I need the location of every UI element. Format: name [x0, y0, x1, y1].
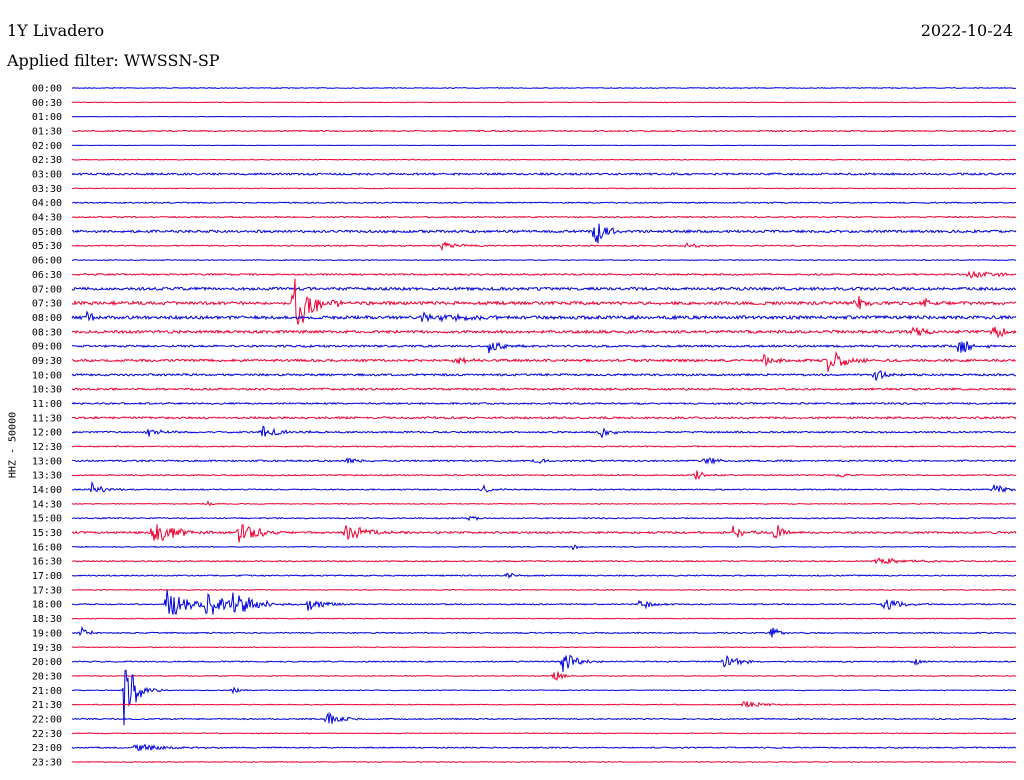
- trace-line: [71, 415, 1017, 420]
- time-tick-label: 19:30: [32, 643, 62, 654]
- trace-line: [71, 445, 1017, 448]
- trace-line: [71, 457, 1016, 465]
- time-tick-label: 15:30: [32, 528, 62, 539]
- time-tick-label: 16:30: [32, 557, 62, 568]
- trace-line: [71, 286, 1017, 292]
- trace-line: [71, 201, 1016, 205]
- time-tick-label: 18:00: [32, 600, 62, 611]
- time-tick-label: 23:00: [32, 743, 62, 754]
- time-tick-label: 06:30: [32, 270, 62, 281]
- trace-line: [71, 617, 1017, 620]
- trace-line: [71, 215, 1016, 219]
- time-tick-label: 18:30: [32, 614, 62, 625]
- trace-line: [71, 158, 1017, 161]
- time-tick-label: 03:00: [32, 170, 62, 181]
- time-tick-label: 11:00: [32, 399, 62, 410]
- time-tick-label: 12:00: [32, 428, 62, 439]
- time-tick-label: 16:00: [32, 542, 62, 553]
- time-tick-label: 15:00: [32, 514, 62, 525]
- time-tick-label: 10:30: [32, 385, 62, 396]
- trace-line: [71, 671, 1017, 681]
- time-tick-label: 07:30: [32, 299, 62, 310]
- trace-line: [71, 259, 1017, 262]
- time-tick-label: 23:30: [32, 757, 62, 768]
- trace-line: [71, 669, 1016, 726]
- time-tick-label: 00:30: [32, 98, 62, 109]
- time-tick-label: 02:00: [32, 141, 62, 152]
- time-tick-label: 22:00: [32, 714, 62, 725]
- time-tick-label: 14:00: [32, 485, 62, 496]
- time-tick-label: 00:00: [32, 84, 62, 95]
- trace-line: [71, 700, 1017, 708]
- trace-line: [71, 557, 1017, 565]
- trace-line: [71, 732, 1017, 735]
- trace-line: [71, 241, 1017, 252]
- trace-line: [71, 187, 1017, 190]
- time-tick-label: 07:00: [32, 284, 62, 295]
- time-tick-label: 21:30: [32, 700, 62, 711]
- time-tick-label: 12:30: [32, 442, 62, 453]
- station-title: 1Y Livadero: [7, 21, 105, 40]
- trace-line: [71, 625, 1017, 638]
- time-tick-label: 09:00: [32, 342, 62, 353]
- trace-line: [71, 370, 1016, 381]
- time-tick-label: 21:00: [32, 686, 62, 697]
- time-tick-label: 08:30: [32, 327, 62, 338]
- time-tick-label: 20:30: [32, 671, 62, 682]
- time-tick-label: 04:30: [32, 213, 62, 224]
- trace-line: [71, 743, 1016, 752]
- time-tick-label: 06:00: [32, 256, 62, 267]
- trace-line: [71, 129, 1017, 133]
- time-tick-label: 13:00: [32, 456, 62, 467]
- time-tick-label: 11:30: [32, 413, 62, 424]
- trace-line: [71, 387, 1016, 392]
- trace-line: [71, 760, 1017, 764]
- filter-label: Applied filter: WWSSN-SP: [7, 51, 220, 70]
- time-tick-label: 04:00: [32, 198, 62, 209]
- trace-line: [71, 172, 1017, 176]
- time-tick-label: 05:00: [32, 227, 62, 238]
- trace-line: [71, 589, 1017, 616]
- time-tick-label: 03:30: [32, 184, 62, 195]
- trace-line: [71, 223, 1017, 244]
- time-tick-label: 08:00: [32, 313, 62, 324]
- trace-line: [71, 350, 1017, 372]
- trace-line: [71, 500, 1017, 507]
- date-label: 2022-10-24: [920, 21, 1013, 40]
- time-tick-label: 17:30: [32, 585, 62, 596]
- trace-line: [71, 425, 1017, 439]
- time-tick-label: 01:30: [32, 127, 62, 138]
- time-tick-label: 19:00: [32, 628, 62, 639]
- time-tick-label: 13:30: [32, 471, 62, 482]
- trace-line: [71, 341, 1017, 354]
- trace-line: [71, 654, 1017, 673]
- trace-line: [71, 470, 1017, 480]
- trace-line: [71, 572, 1017, 579]
- time-tick-label: 14:30: [32, 499, 62, 510]
- trace-line: [71, 278, 1017, 325]
- time-tick-label: 22:30: [32, 729, 62, 740]
- time-tick-label: 09:30: [32, 356, 62, 367]
- trace-line: [71, 646, 1017, 649]
- time-tick-label: 01:00: [32, 112, 62, 123]
- trace-line: [71, 523, 1017, 543]
- trace-line: [71, 86, 1017, 90]
- trace-line: [71, 480, 1017, 493]
- trace-line: [71, 515, 1017, 522]
- trace-line: [71, 711, 1017, 724]
- trace-line: [72, 270, 1017, 279]
- time-tick-label: 05:30: [32, 241, 62, 252]
- time-tick-label: 02:30: [32, 155, 62, 166]
- time-tick-label: 20:00: [32, 657, 62, 668]
- trace-line: [71, 401, 1017, 406]
- trace-line: [71, 588, 1017, 591]
- trace-line: [71, 326, 1017, 339]
- trace-line: [71, 310, 1017, 323]
- time-tick-label: 10:00: [32, 370, 62, 381]
- trace-line: [71, 101, 1016, 104]
- time-tick-label: 17:00: [32, 571, 62, 582]
- trace-line: [71, 544, 1017, 551]
